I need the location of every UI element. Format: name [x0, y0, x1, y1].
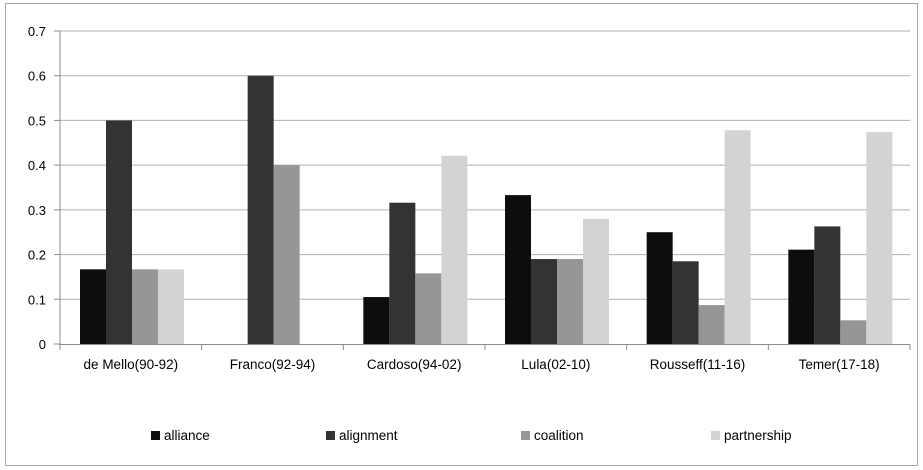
- y-tick-label: 0.5: [28, 113, 46, 128]
- bar-alignment: [106, 120, 132, 344]
- bar-coalition: [840, 320, 867, 344]
- bar-partnership: [866, 132, 893, 344]
- y-tick-label: 0.7: [28, 24, 46, 39]
- y-tick-label: 0.2: [28, 248, 46, 263]
- bar-chart: 0 0.1 0.2 0.3 0.4 0.5 0.6 0.7 de Mello(90-92) Fr…: [28, 24, 911, 443]
- bar-alliance: [363, 297, 390, 344]
- bar-alignment: [672, 261, 699, 344]
- legend-item-alliance: alliance: [151, 428, 210, 443]
- gridlines: [60, 30, 910, 300]
- legend-label: alignment: [339, 428, 398, 443]
- bar-alliance: [788, 249, 815, 344]
- bar-coalition: [557, 259, 583, 344]
- y-tick-label: 0.6: [28, 69, 46, 84]
- bar-alliance: [80, 269, 106, 344]
- legend-label: partnership: [724, 428, 792, 443]
- category-label: Franco(92-94): [230, 357, 316, 372]
- y-tick-label: 0.1: [28, 292, 46, 307]
- legend-item-alignment: alignment: [326, 428, 398, 443]
- legend-swatch: [151, 431, 160, 440]
- category-label: Temer(17-18): [799, 357, 880, 372]
- y-axis-ticks: 0 0.1 0.2 0.3 0.4 0.5 0.6 0.7: [28, 24, 46, 352]
- y-tick-label: 0: [39, 337, 46, 352]
- legend: alliance alignment coalition partnership: [151, 428, 792, 443]
- bar-alignment: [531, 259, 557, 344]
- bar-partnership: [441, 155, 468, 344]
- category-label: Cardoso(94-02): [367, 357, 462, 372]
- category-label: de Mello(90-92): [84, 357, 179, 372]
- legend-swatch: [711, 431, 720, 440]
- legend-label: coalition: [534, 428, 584, 443]
- x-axis-labels: de Mello(90-92) Franco(92-94) Cardoso(94-0…: [84, 357, 880, 372]
- legend-swatch: [326, 431, 335, 440]
- bar-coalition: [132, 269, 158, 344]
- bar-alignment: [389, 202, 416, 344]
- bar-coalition: [415, 273, 442, 344]
- bar-alliance: [505, 195, 531, 344]
- bar-partnership: [158, 269, 184, 344]
- category-label: Rousseff(11-16): [650, 357, 746, 372]
- bar-alliance: [646, 232, 673, 344]
- legend-swatch: [521, 431, 530, 440]
- category-label: Lula(02-10): [521, 357, 590, 372]
- bars: [80, 75, 893, 344]
- legend-label: alliance: [164, 428, 210, 443]
- axes: [54, 30, 911, 350]
- bar-partnership: [724, 130, 751, 344]
- legend-item-coalition: coalition: [521, 428, 584, 443]
- legend-item-partnership: partnership: [711, 428, 792, 443]
- chart-area: 0 0.1 0.2 0.3 0.4 0.5 0.6 0.7 de Mello(90-92) Fr…: [5, 3, 918, 466]
- bar-partnership: [583, 218, 609, 344]
- bar-alignment: [247, 75, 274, 344]
- y-tick-label: 0.3: [28, 203, 46, 218]
- y-tick-label: 0.4: [28, 158, 46, 173]
- bar-coalition: [273, 165, 300, 344]
- bar-coalition: [698, 305, 725, 344]
- bar-alignment: [814, 226, 841, 344]
